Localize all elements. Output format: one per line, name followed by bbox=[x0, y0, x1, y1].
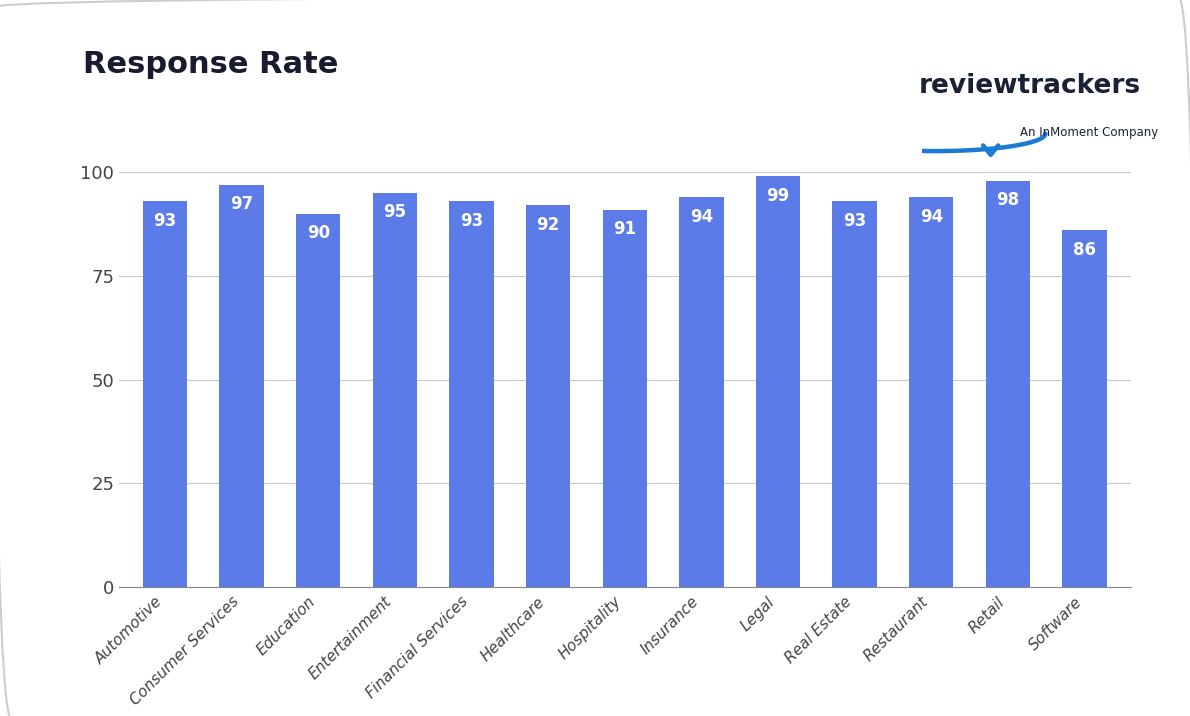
Bar bbox=[602, 210, 647, 587]
Text: An InMoment Company: An InMoment Company bbox=[1020, 126, 1158, 139]
Bar bbox=[450, 201, 494, 587]
Bar bbox=[296, 214, 340, 587]
Text: 93: 93 bbox=[459, 212, 483, 230]
Text: 98: 98 bbox=[996, 191, 1020, 209]
Text: Response Rate: Response Rate bbox=[83, 50, 339, 79]
Text: 97: 97 bbox=[230, 195, 253, 213]
Bar bbox=[1063, 231, 1107, 587]
Text: 91: 91 bbox=[613, 220, 637, 238]
Text: 93: 93 bbox=[154, 212, 176, 230]
Text: 86: 86 bbox=[1073, 241, 1096, 258]
Bar bbox=[985, 180, 1031, 587]
Bar bbox=[143, 201, 187, 587]
Text: 92: 92 bbox=[537, 216, 559, 234]
Text: 90: 90 bbox=[307, 224, 330, 242]
Text: 95: 95 bbox=[383, 203, 407, 221]
Bar bbox=[909, 197, 953, 587]
Bar bbox=[679, 197, 724, 587]
Text: 99: 99 bbox=[766, 187, 790, 205]
Bar bbox=[526, 205, 570, 587]
Bar bbox=[756, 176, 800, 587]
Text: reviewtrackers: reviewtrackers bbox=[919, 73, 1140, 99]
Text: 93: 93 bbox=[843, 212, 866, 230]
Bar bbox=[833, 201, 877, 587]
Text: 94: 94 bbox=[690, 208, 713, 226]
Bar bbox=[219, 185, 264, 587]
Text: 94: 94 bbox=[920, 208, 942, 226]
Bar bbox=[372, 193, 416, 587]
